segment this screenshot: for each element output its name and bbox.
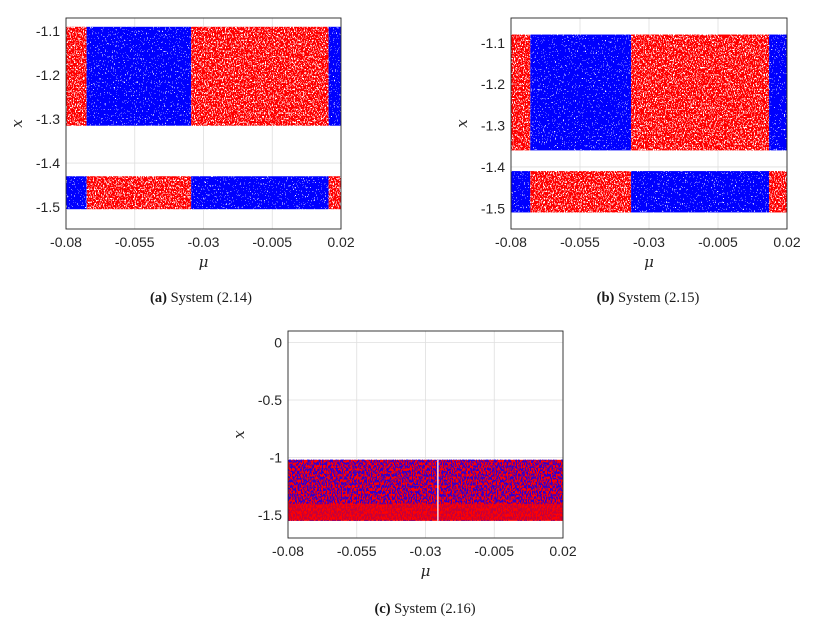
- y-tick-label: -1.3: [36, 111, 60, 127]
- y-tick-label: -1.2: [481, 76, 505, 92]
- caption-text: System (2.15): [614, 290, 699, 306]
- point-cloud-texture: [86, 176, 192, 210]
- y-tick-label: -1.4: [36, 155, 60, 171]
- x-tick-label: -0.055: [115, 234, 155, 250]
- x-tick-label: -0.055: [337, 543, 377, 559]
- y-tick-label: -1.3: [481, 118, 505, 134]
- x-tick-label: -0.03: [188, 234, 220, 250]
- point-cloud-texture: [328, 176, 341, 210]
- y-tick-label: -1.4: [481, 159, 505, 175]
- y-tick-label: -1.1: [36, 23, 60, 39]
- x-axis-label: μ: [644, 253, 654, 271]
- panel-caption: (c) System (2.16): [374, 601, 475, 617]
- point-cloud-texture: [511, 34, 531, 151]
- point-cloud-texture: [530, 171, 632, 213]
- y-tick-label: -1.5: [481, 200, 505, 216]
- y-tick-label: -1.5: [36, 199, 60, 215]
- x-tick-label: -0.005: [252, 234, 292, 250]
- point-cloud-texture: [191, 176, 329, 210]
- panel-b: -0.08 -0.055 -0.03 -0.005 0.02 -1.1 -1.2 -1.3 -1…: [453, 17, 801, 306]
- caption-label: (c): [374, 601, 390, 617]
- x-tick-label: -0.005: [698, 234, 738, 250]
- x-tick-label: 0.02: [549, 543, 576, 559]
- panel-a: -0.08 -0.055 -0.03 -0.005 0.02 -1.1 -1.2 -1.3 -1…: [8, 17, 355, 306]
- caption-text: System (2.14): [167, 290, 252, 306]
- point-cloud-texture: [66, 176, 87, 210]
- x-tick-label: -0.055: [560, 234, 600, 250]
- point-cloud-texture: [530, 34, 632, 151]
- point-cloud-texture: [769, 34, 787, 151]
- x-tick-label: -0.08: [272, 543, 304, 559]
- y-tick-label: -1.5: [258, 507, 282, 523]
- x-axis-label: μ: [199, 253, 209, 271]
- panel-caption: (b) System (2.15): [597, 290, 700, 306]
- axes-box: [287, 330, 564, 539]
- y-tick-label: 0: [274, 335, 282, 351]
- caption-label: (a): [150, 290, 167, 306]
- y-tick-label: -1: [270, 450, 283, 466]
- caption-label: (b): [597, 290, 615, 306]
- point-cloud-texture: [631, 34, 770, 151]
- x-tick-label: -0.005: [474, 543, 514, 559]
- x-tick-label: -0.08: [495, 234, 527, 250]
- y-tick-label: -1.2: [36, 67, 60, 83]
- point-cloud-mixed-lower: [288, 503, 563, 521]
- y-tick-label: -1.1: [481, 35, 505, 51]
- y-axis-label: x: [453, 119, 471, 128]
- axes-box: [510, 17, 788, 230]
- y-tick-label: -0.5: [258, 392, 282, 408]
- point-cloud-texture: [511, 171, 531, 213]
- x-axis-label: μ: [421, 562, 431, 580]
- y-axis-label: x: [230, 430, 248, 439]
- caption-text: System (2.16): [391, 601, 476, 617]
- panel-c: -0.08 -0.055 -0.03 -0.005 0.02 0 -0.5 -1 -1.5 μ x (…: [230, 330, 577, 617]
- point-cloud-texture: [328, 26, 341, 126]
- x-tick-label: -0.03: [410, 543, 442, 559]
- point-cloud-texture: [86, 26, 192, 126]
- panel-caption: (a) System (2.14): [150, 290, 252, 306]
- x-tick-label: 0.02: [773, 234, 800, 250]
- point-cloud-texture: [631, 171, 770, 213]
- x-tick-label: 0.02: [327, 234, 354, 250]
- point-cloud-texture: [191, 26, 329, 126]
- point-cloud-texture: [66, 26, 87, 126]
- point-cloud-texture: [769, 171, 787, 213]
- y-axis-label: x: [8, 119, 26, 128]
- axes-box: [65, 17, 342, 230]
- x-tick-label: -0.08: [50, 234, 82, 250]
- x-tick-label: -0.03: [633, 234, 665, 250]
